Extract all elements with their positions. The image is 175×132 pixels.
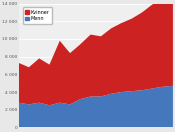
Legend: Kvinner, Menn: Kvinner, Menn xyxy=(23,7,52,24)
